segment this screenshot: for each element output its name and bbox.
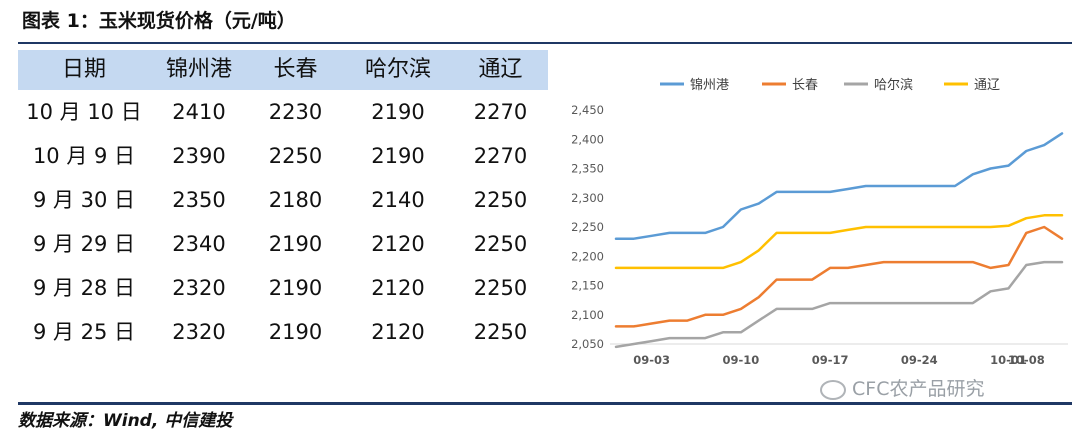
table-row: 10 月 10 日 2410 2230 2190 2270 <box>18 90 548 134</box>
y-tick-label: 2,050 <box>571 337 604 351</box>
legend-label: 锦州港 <box>690 78 729 93</box>
table-row: 9 月 30 日 2350 2180 2140 2250 <box>18 178 548 222</box>
y-tick-label: 2,400 <box>571 132 604 146</box>
y-tick-label: 2,200 <box>571 249 604 263</box>
x-tick-label: 09-24 <box>901 353 938 367</box>
cell-date: 9 月 29 日 <box>32 232 136 256</box>
cell-changchun: 2180 <box>268 188 323 212</box>
cell-harbin: 2190 <box>371 144 425 168</box>
table-row: 9 月 29 日 2340 2190 2120 2250 <box>18 222 548 266</box>
series-line-锦州港 <box>614 132 1064 240</box>
y-tick-label: 2,450 <box>571 103 604 117</box>
y-tick-label: 2,350 <box>571 162 604 176</box>
page-title: 图表 1：玉米现货价格（元/吨） <box>22 10 296 32</box>
cell-jinzhou: 2350 <box>172 188 226 212</box>
header-harbin: 哈尔滨 <box>364 57 431 82</box>
cell-tongliao: 2250 <box>473 276 528 300</box>
table-row: 9 月 25 日 2320 2190 2120 2250 <box>18 310 548 354</box>
wechat-icon <box>820 379 846 400</box>
bottom-rule <box>18 402 1072 405</box>
cell-changchun: 2190 <box>268 276 323 300</box>
y-tick-label: 2,100 <box>571 308 604 322</box>
watermark: CFC农产品研究 <box>820 376 984 402</box>
legend-label: 哈尔滨 <box>874 77 913 93</box>
cell-date: 9 月 25 日 <box>32 320 136 344</box>
header-date: 日期 <box>61 57 106 82</box>
cell-tongliao: 2250 <box>473 232 528 256</box>
series-line-哈尔滨 <box>614 260 1064 349</box>
chart-svg: 2,050 2,100 2,150 2,200 2,250 2,300 2,350 2,400… <box>571 77 1068 367</box>
header-changchun: 长春 <box>273 57 318 82</box>
cell-tongliao: 2270 <box>473 144 528 168</box>
legend-label: 长春 <box>792 78 818 93</box>
source-note: 数据来源：Wind, 中信建投 <box>18 411 233 431</box>
y-tick-label: 2,300 <box>571 191 604 205</box>
cell-tongliao: 2250 <box>473 188 528 212</box>
table-row: 9 月 28 日 2320 2190 2120 2250 <box>18 266 548 310</box>
cell-jinzhou: 2320 <box>172 276 226 300</box>
cell-changchun: 2230 <box>268 100 323 124</box>
cell-harbin: 2120 <box>371 232 425 256</box>
cell-jinzhou: 2410 <box>172 100 226 124</box>
cell-harbin: 2140 <box>371 188 425 212</box>
cell-harbin: 2120 <box>371 276 425 300</box>
y-tick-label: 2,250 <box>571 220 604 234</box>
cell-jinzhou: 2340 <box>172 232 226 256</box>
x-tick-label: 10-08 <box>1008 353 1045 367</box>
price-line-chart: 2,050 2,100 2,150 2,200 2,250 2,300 2,350 2,400… <box>548 52 1080 374</box>
cell-changchun: 2190 <box>268 320 323 344</box>
table-row: 10 月 9 日 2390 2250 2190 2270 <box>18 134 548 178</box>
cell-date: 10 月 10 日 <box>26 100 142 124</box>
legend-label: 通辽 <box>974 78 1000 93</box>
header-jinzhou: 锦州港 <box>165 57 232 82</box>
x-tick-label: 09-10 <box>722 353 759 367</box>
cell-harbin: 2190 <box>371 100 425 124</box>
top-rule <box>18 42 1072 44</box>
cell-changchun: 2250 <box>268 144 323 168</box>
x-tick-label: 09-17 <box>812 353 849 367</box>
cell-changchun: 2190 <box>268 232 323 256</box>
y-tick-label: 2,150 <box>571 279 604 293</box>
cell-date: 9 月 30 日 <box>32 188 136 212</box>
cell-tongliao: 2270 <box>473 100 528 124</box>
series-line-通辽 <box>614 214 1064 270</box>
header-tongliao: 通辽 <box>478 57 523 82</box>
cell-jinzhou: 2320 <box>172 320 226 344</box>
series-line-长春 <box>614 225 1064 328</box>
watermark-text: CFC农产品研究 <box>852 378 985 400</box>
x-tick-label: 10-01 <box>990 353 1027 367</box>
price-table: 日期 锦州港 长春 哈尔滨 通辽 10 月 10 日 2410 2230 219… <box>18 50 548 354</box>
cell-date: 9 月 28 日 <box>32 276 136 300</box>
x-tick-label: 09-03 <box>633 353 670 367</box>
cell-date: 10 月 9 日 <box>32 144 136 168</box>
cell-tongliao: 2250 <box>473 320 528 344</box>
cell-harbin: 2120 <box>371 320 425 344</box>
table-header: 日期 锦州港 长春 哈尔滨 通辽 <box>18 50 548 90</box>
cell-jinzhou: 2390 <box>172 144 226 168</box>
